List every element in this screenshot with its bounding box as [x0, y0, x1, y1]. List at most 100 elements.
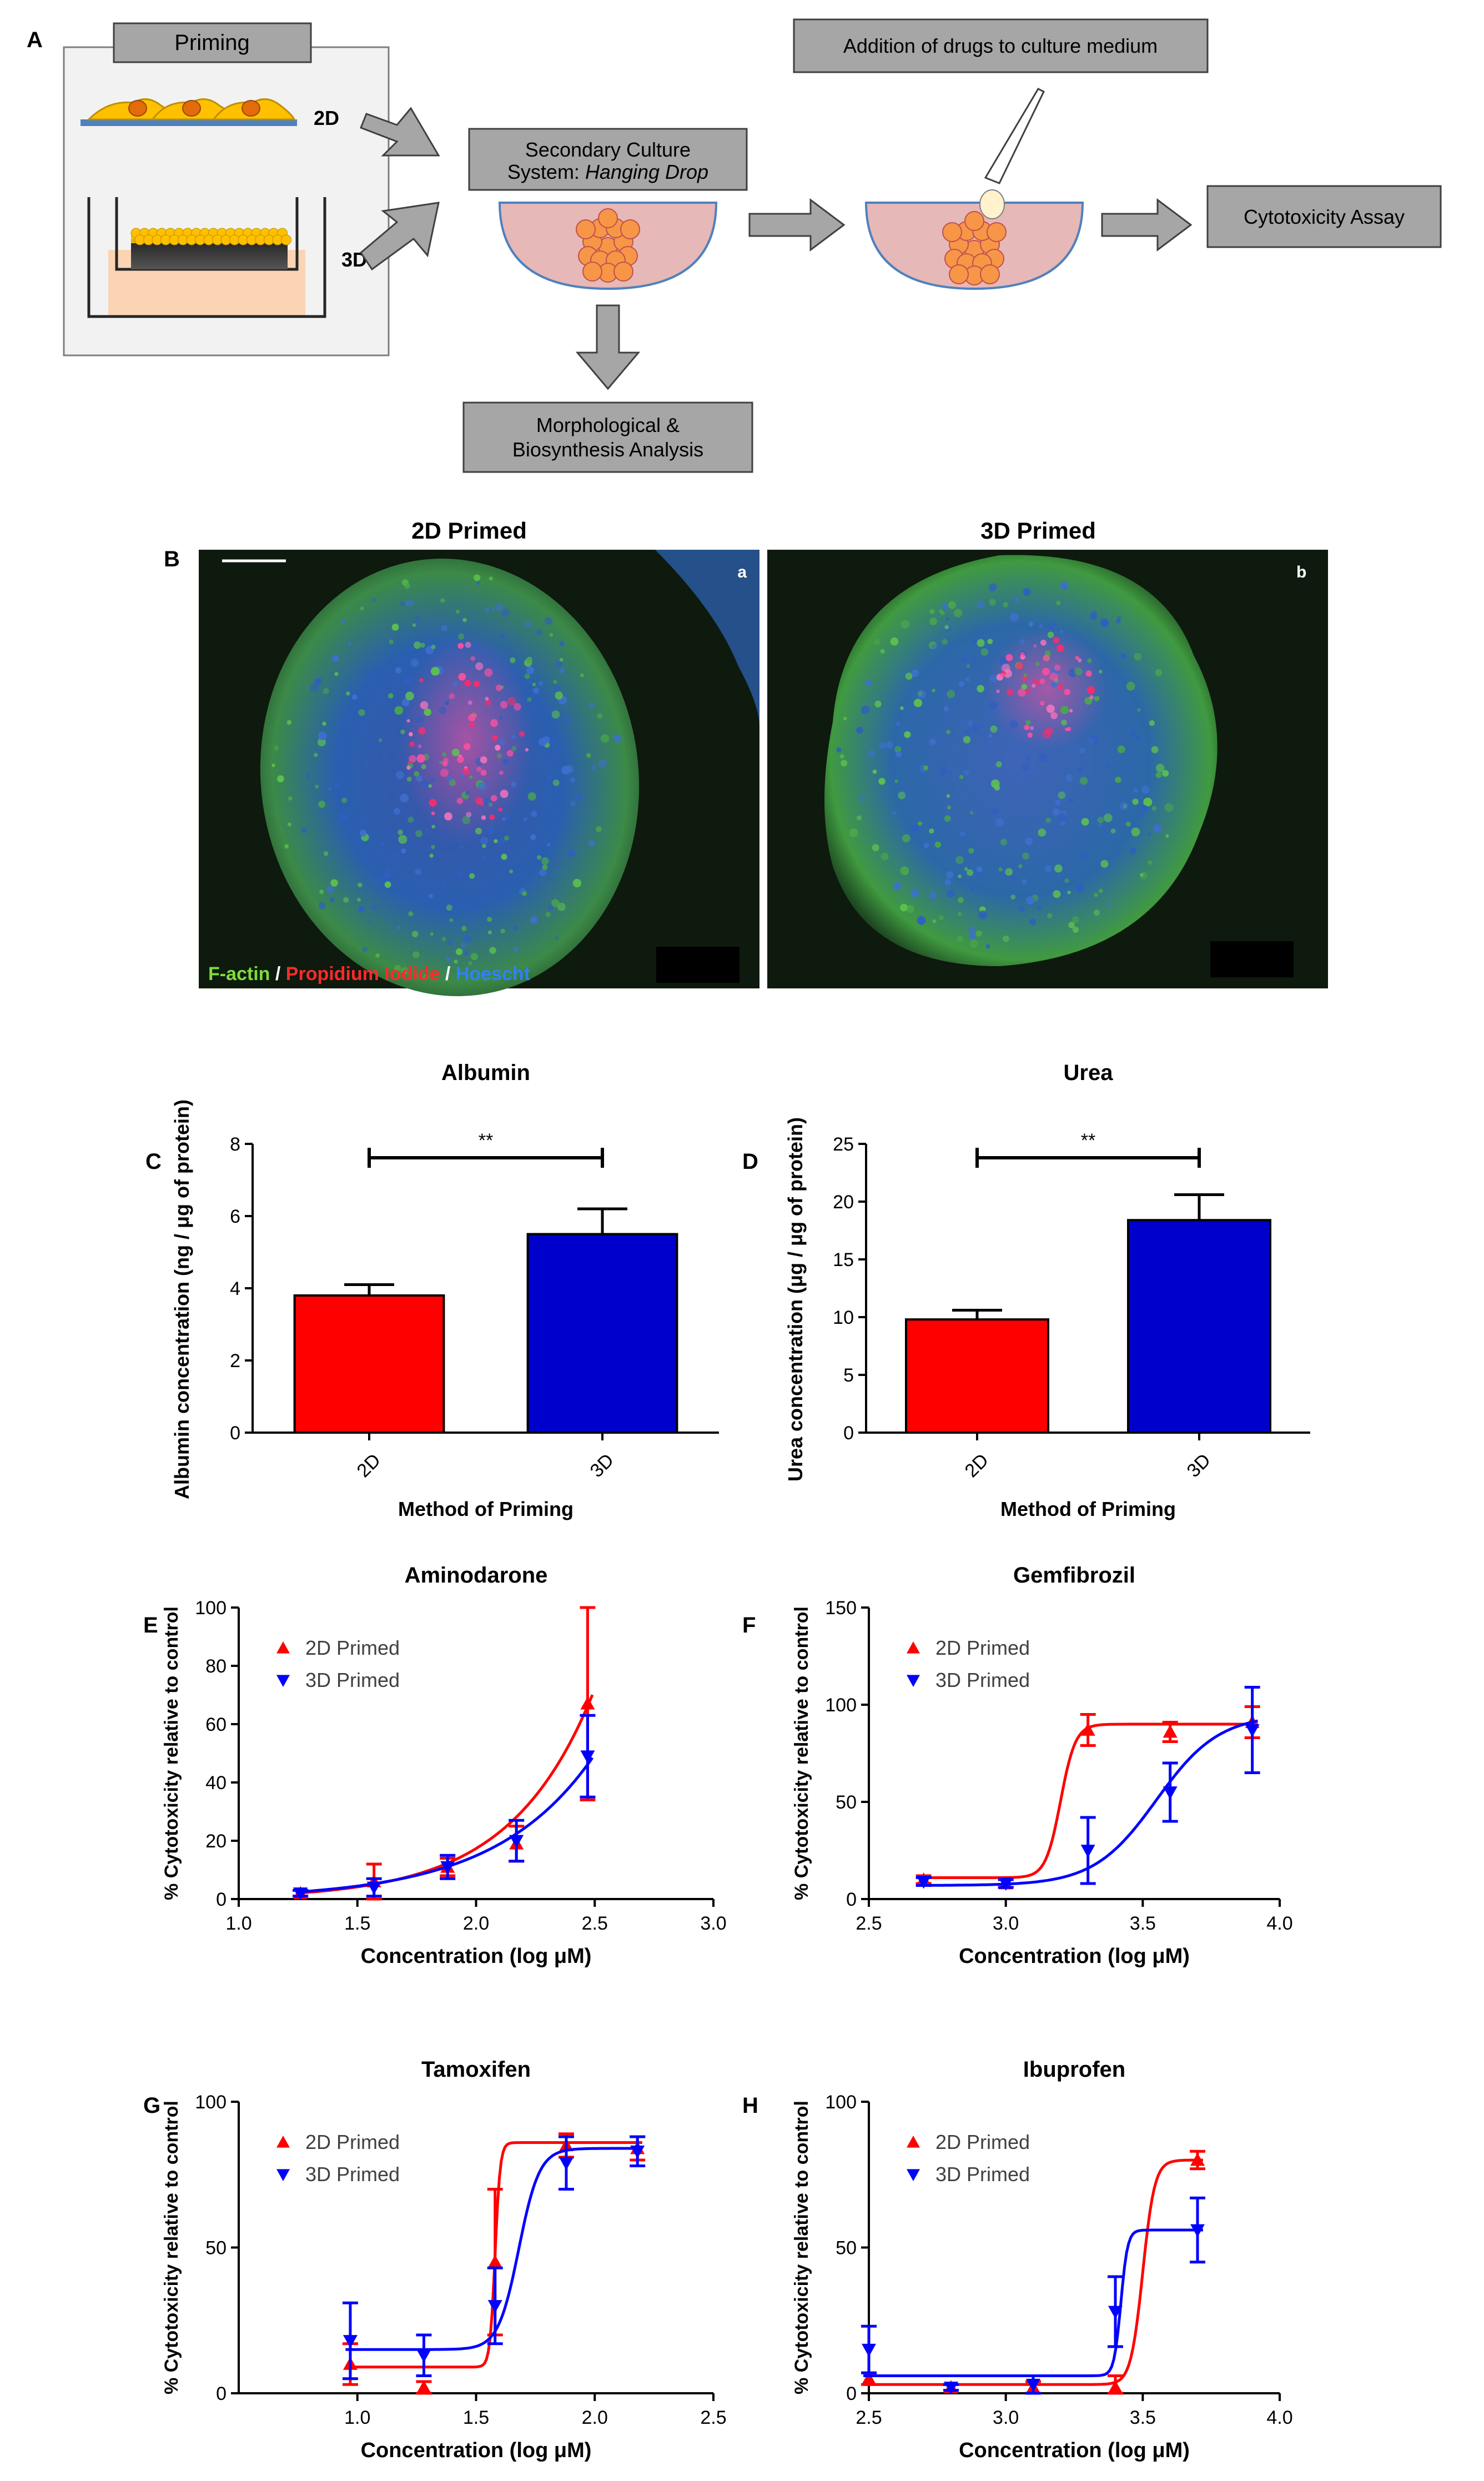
data-marker [907, 2136, 920, 2148]
fluorescence-dot [944, 815, 951, 822]
fluorescence-dot [896, 721, 901, 726]
fluorescence-dot [872, 769, 877, 774]
fluorescence-dot [1052, 808, 1060, 816]
fluorescence-dot [1134, 652, 1142, 661]
legend-entry: 3D Primed [305, 2163, 400, 2186]
fluorescence-dot [394, 965, 401, 972]
fluorescence-dot [328, 787, 332, 791]
fluorescence-dot [441, 752, 447, 757]
fluorescence-dot [322, 721, 326, 726]
fluorescence-dot [1079, 747, 1086, 754]
fluorescence-dot [455, 948, 463, 956]
fluorescence-dot [454, 960, 458, 964]
fluorescence-dot [468, 961, 472, 966]
fluorescence-dot [947, 690, 955, 699]
y-tick-label: 10 [833, 1307, 854, 1328]
fluorescence-dot [896, 751, 902, 758]
fluorescence-dot [985, 944, 990, 948]
fluorescence-dot [900, 866, 909, 876]
fluorescence-dot [551, 710, 560, 719]
y-tick-label: 6 [230, 1206, 240, 1227]
fluorescence-dot [898, 791, 906, 800]
fluorescence-dot [489, 947, 496, 954]
y-tick-label: 50 [836, 1792, 857, 1813]
fluorescence-dot [389, 639, 394, 645]
fluorescence-dot [480, 837, 489, 845]
panel-e: E Aminodarone 0 20 40 60 80 100 1.0 1.5 2.0 2.5 3.0… [143, 1563, 727, 1968]
fluorescence-dot [929, 892, 937, 900]
chart-title: Tamoxifen [421, 2057, 531, 2082]
fluorescence-dot [498, 807, 502, 812]
fluorescence-dot [1118, 695, 1122, 699]
y-tick-label: 100 [195, 1598, 227, 1619]
fluorescence-dot [400, 967, 409, 975]
data-marker [416, 2380, 431, 2393]
x-tick-label: 2.5 [856, 1913, 882, 1934]
fluorescence-dot [431, 825, 435, 829]
fluorescence-dot [977, 601, 985, 609]
fluorescence-dot [967, 720, 973, 727]
fluorescence-dot [532, 682, 536, 686]
fluorescence-dot [1022, 879, 1027, 885]
fluorescence-dot [462, 767, 470, 776]
fluorescence-dot [958, 874, 962, 878]
fluorescence-dot [878, 777, 886, 785]
fluorescence-dot [1021, 684, 1027, 690]
arrow-to-drug-addition [748, 198, 846, 252]
fluorescence-dot [967, 869, 974, 876]
fluorescence-dot [442, 757, 449, 764]
fluorescence-dot [395, 667, 402, 674]
fluorescence-dot [1018, 689, 1026, 697]
y-tick-label: 100 [825, 2092, 857, 2113]
fluorescence-dot [430, 932, 434, 936]
fluorescence-dot [1078, 658, 1082, 662]
fluorescence-dot [549, 633, 554, 637]
fluorescence-dot [966, 664, 970, 668]
fluorescence-dot [394, 808, 401, 815]
fluorescence-dot [495, 684, 502, 691]
fluorescence-dot [1005, 654, 1013, 661]
fluorescence-dot [948, 771, 952, 775]
fluorescence-dot [1140, 873, 1144, 877]
data-marker [907, 1675, 920, 1687]
fluorescence-dot [934, 841, 941, 848]
fluorescence-dot [525, 748, 529, 752]
y-tick-label: 0 [230, 1423, 240, 1444]
fluorescence-dot [1036, 681, 1040, 685]
x-axis-label: Concentration (log μM) [361, 2439, 592, 2462]
fluorescence-dot [524, 674, 530, 679]
fluorescence-dot [323, 851, 329, 856]
fluorescence-dot [451, 749, 460, 756]
cell-bead [281, 234, 291, 245]
fluorescence-dot [1050, 712, 1058, 720]
fluorescence-dot [1045, 727, 1054, 735]
fluorescence-dot [490, 719, 498, 727]
x-tick-label: 4.0 [1266, 1913, 1292, 1934]
fluorescence-dot [557, 902, 566, 911]
fluorescence-dot [343, 897, 349, 903]
fluorescence-dot [1025, 757, 1030, 761]
y-tick-label: 25 [833, 1134, 854, 1155]
fluorescence-dot [1151, 746, 1159, 754]
fluorescence-dot [1000, 838, 1007, 846]
spheroid-cell [980, 264, 1000, 284]
fluorescence-dot [326, 886, 334, 894]
fluorescence-dot [359, 830, 367, 837]
fluorescence-dot [995, 818, 1004, 827]
fluorescence-dot [545, 912, 551, 917]
fluorescence-dot [449, 918, 454, 922]
x-axis-label: Concentration (log μM) [959, 2439, 1190, 2462]
fluorescence-dot [1058, 684, 1064, 690]
panel-b-title-left: 2D Primed [411, 518, 527, 544]
legend-entry: 2D Primed [935, 1636, 1030, 1659]
y-tick-label: 0 [846, 2383, 857, 2404]
fluorescence-dot [333, 784, 339, 790]
fluorescence-dot [1098, 888, 1103, 893]
fluorescence-dot [461, 926, 467, 931]
fit-curve-2d-primed [863, 2158, 1203, 2386]
fluorescence-dot [458, 672, 466, 681]
fluorescence-dot [934, 717, 940, 723]
fluorescence-dot [994, 785, 1000, 791]
y-tick-label: 60 [205, 1714, 227, 1735]
fluorescence-dot [959, 681, 965, 687]
